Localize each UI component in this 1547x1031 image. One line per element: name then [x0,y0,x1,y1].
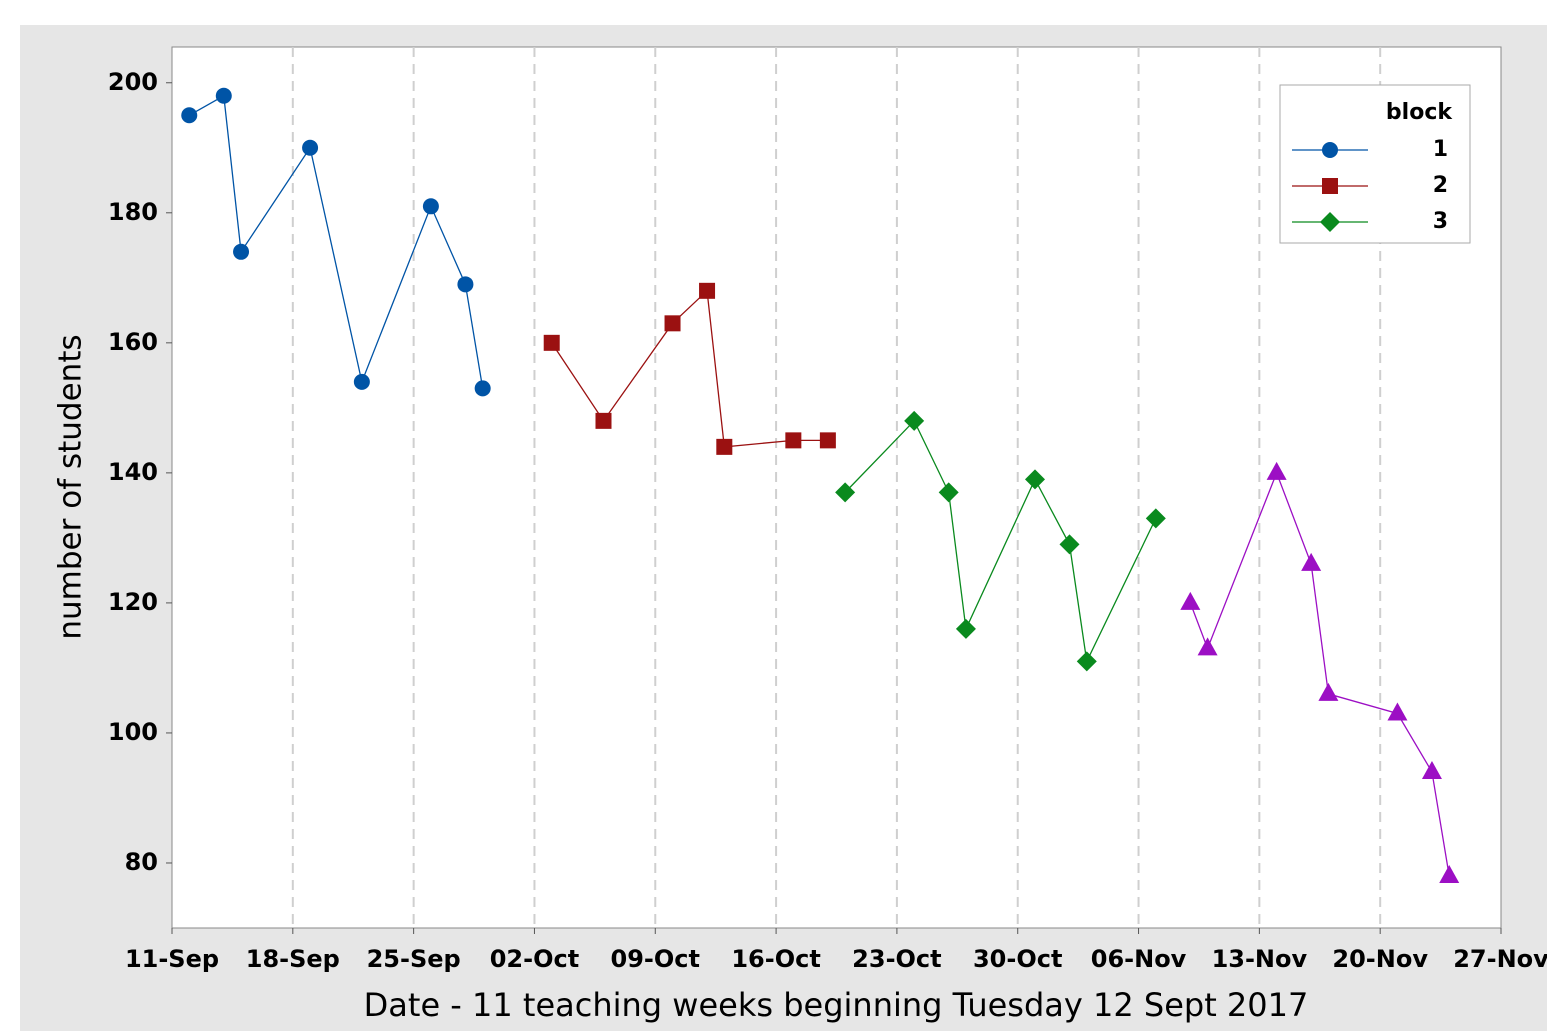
x-axis-label: Date - 11 teaching weeks beginning Tuesd… [364,986,1309,1024]
data-point [457,276,474,293]
data-point [699,282,716,299]
data-point [716,438,733,455]
y-tick-label: 160 [108,328,158,356]
data-point [1145,508,1166,529]
x-tick-label: 16-Oct [731,945,820,973]
data-point [938,482,959,503]
x-tick-label: 25-Sep [367,945,461,973]
y-tick-label: 180 [108,198,158,226]
data-point [819,432,836,449]
x-tick-label: 18-Sep [246,945,340,973]
x-tick-label: 13-Nov [1212,945,1308,973]
legend-marker [1322,142,1338,158]
x-tick-label: 23-Oct [852,945,941,973]
data-point [233,243,250,260]
data-point [785,432,802,449]
x-tick-label: 02-Oct [490,945,579,973]
legend-label: 2 [1433,173,1448,198]
data-point [904,410,925,431]
y-tick-label: 120 [108,588,158,616]
data-point [353,373,370,390]
series-line [1189,471,1450,877]
y-tick-label: 200 [108,68,158,96]
data-point [302,139,319,156]
legend-label: 3 [1433,209,1448,234]
series-line [188,94,484,389]
y-axis-label: number of students [53,334,89,639]
data-point [1180,591,1201,610]
data-point [595,412,612,429]
data-point [955,618,976,639]
legend-label: 1 [1433,137,1448,162]
data-point [215,87,232,104]
x-tick-label: 09-Oct [611,945,700,973]
data-point [1076,651,1097,672]
data-point [422,198,439,215]
data-point [1059,534,1080,555]
data-point [1024,469,1045,490]
data-point [543,334,560,351]
data-point [1421,760,1442,779]
data-point [1318,682,1339,701]
legend-marker [1322,178,1338,194]
x-tick-label: 06-Nov [1091,945,1187,973]
data-point [1197,637,1218,656]
data-point [664,315,681,332]
legend-marker [1320,212,1340,232]
data-point [1387,702,1408,721]
x-tick-label: 11-Sep [125,945,219,973]
data-point [1439,864,1460,883]
data-point [181,107,198,124]
legend-title: block [1386,100,1453,125]
x-tick-label: 20-Nov [1332,945,1428,973]
y-tick-label: 100 [108,718,158,746]
x-tick-label: 27-Nov [1453,945,1547,973]
data-point [1266,461,1287,480]
y-tick-label: 80 [125,848,158,876]
data-point [474,380,491,397]
x-tick-label: 30-Oct [973,945,1062,973]
y-tick-label: 140 [108,458,158,486]
data-point [835,482,856,503]
legend-box [1279,84,1471,244]
data-point [1301,552,1322,571]
series-line [844,419,1157,664]
